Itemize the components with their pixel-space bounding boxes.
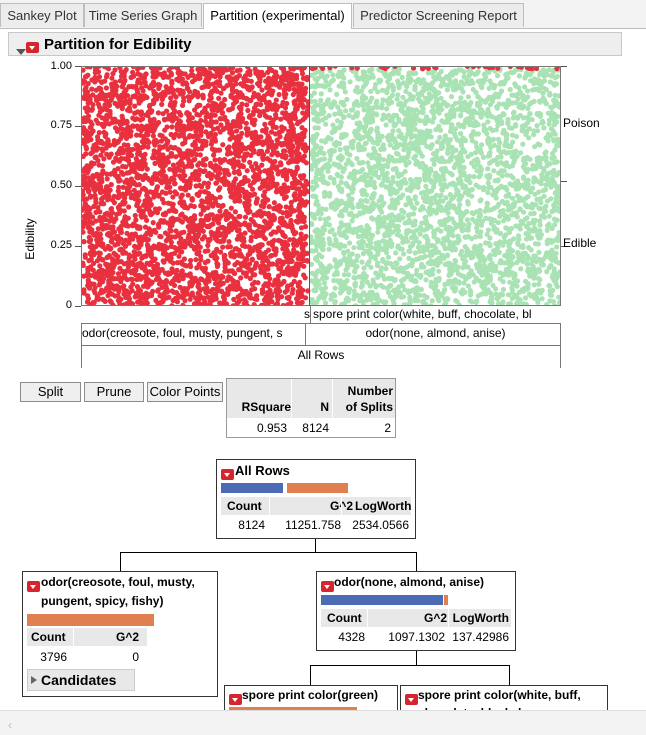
- scatter-canvas: [81, 66, 561, 306]
- data-point: [207, 160, 213, 166]
- data-point: [283, 204, 289, 210]
- data-point: [125, 223, 131, 229]
- tab-bar: Sankey Plot Time Series Graph Partition …: [0, 0, 646, 29]
- data-point: [211, 152, 217, 158]
- y-tick: 0.25: [50, 239, 72, 251]
- data-point: [217, 159, 223, 165]
- data-point: [249, 132, 255, 139]
- outline-title: Partition for Edibility: [44, 36, 192, 53]
- data-point: [155, 66, 161, 71]
- data-point: [237, 67, 243, 73]
- data-point: [81, 188, 86, 194]
- y-axis-label: Edibility: [23, 218, 37, 260]
- data-point: [289, 290, 295, 296]
- tab-predictor-screening[interactable]: Predictor Screening Report: [353, 3, 524, 27]
- y-tick: 0.75: [50, 119, 72, 131]
- partition-plot: Edibility 1.00 0.75 0.50 0.25 0 Poison E…: [20, 60, 620, 370]
- data-point: [213, 196, 219, 202]
- data-point: [298, 225, 305, 231]
- data-point: [264, 148, 270, 154]
- data-point: [81, 196, 87, 203]
- data-point: [98, 152, 104, 158]
- data-point: [221, 175, 227, 181]
- y-tick: 1.00: [50, 60, 72, 72]
- data-point: [302, 295, 309, 301]
- data-point: [194, 265, 200, 271]
- y-tick: 0: [65, 299, 72, 311]
- data-point: [228, 205, 234, 211]
- data-point: [294, 147, 300, 153]
- data-point: [298, 231, 304, 237]
- data-point: [222, 96, 228, 103]
- tab-partition[interactable]: Partition (experimental): [203, 3, 352, 29]
- disclosure-icon[interactable]: [16, 42, 26, 60]
- data-point: [189, 115, 195, 121]
- data-point: [214, 125, 221, 131]
- data-point: [133, 217, 139, 223]
- data-point: [108, 181, 114, 188]
- data-point: [167, 166, 173, 172]
- data-point: [220, 244, 226, 250]
- data-point: [115, 271, 122, 277]
- tab-sankey-plot[interactable]: Sankey Plot: [0, 3, 84, 27]
- tab-time-series-graph[interactable]: Time Series Graph: [84, 3, 202, 27]
- data-point: [104, 176, 110, 182]
- y-tick: 0.50: [50, 179, 72, 191]
- data-point: [242, 174, 248, 181]
- data-point: [272, 158, 278, 165]
- outline-header[interactable]: Partition for Edibility: [8, 32, 622, 56]
- data-point: [243, 120, 249, 126]
- data-point: [124, 230, 130, 236]
- data-point: [247, 275, 253, 282]
- data-point: [96, 130, 102, 136]
- data-point: [126, 204, 132, 210]
- data-point: [211, 126, 217, 132]
- data-point: [103, 85, 109, 91]
- data-point: [81, 67, 86, 73]
- data-point: [180, 276, 186, 282]
- data-point: [110, 71, 116, 77]
- data-point: [231, 169, 237, 175]
- red-triangle-menu-icon[interactable]: [26, 42, 39, 54]
- data-point: [222, 156, 228, 163]
- data-point: [173, 154, 179, 160]
- data-point: [123, 135, 130, 141]
- data-point: [180, 168, 186, 175]
- data-point: [259, 162, 265, 168]
